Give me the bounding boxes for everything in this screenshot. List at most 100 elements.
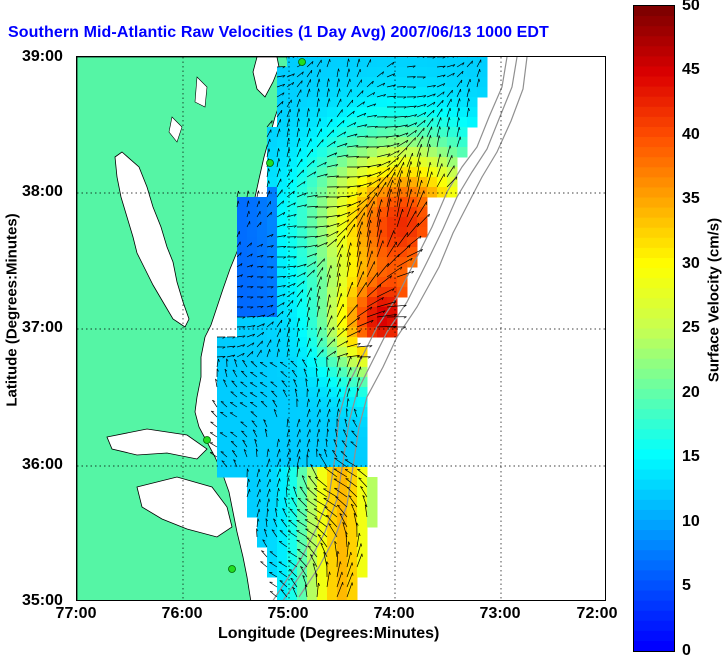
velocity-cell — [417, 197, 428, 208]
velocity-cell — [327, 597, 338, 601]
velocity-cell — [217, 427, 228, 438]
velocity-cell — [427, 157, 438, 168]
colorbar-band — [634, 127, 674, 138]
velocity-cell — [317, 127, 328, 138]
velocity-cell — [417, 217, 428, 228]
colorbar-band — [634, 349, 674, 360]
velocity-cell — [477, 57, 488, 68]
colorbar-band — [634, 339, 674, 350]
x-tick-label: 74:00 — [374, 605, 415, 623]
colorbar-band — [634, 46, 674, 57]
velocity-cell — [277, 237, 288, 248]
colorbar-band — [634, 641, 674, 651]
velocity-cell — [387, 237, 398, 248]
velocity-cell — [297, 307, 308, 318]
velocity-cell — [267, 407, 278, 418]
velocity-cell — [437, 127, 448, 138]
velocity-cell — [277, 597, 288, 601]
velocity-cell — [347, 307, 358, 318]
velocity-cell — [377, 297, 388, 308]
velocity-cell — [367, 57, 378, 68]
velocity-cell — [327, 117, 338, 128]
velocity-cell — [307, 217, 318, 228]
velocity-cell — [287, 87, 298, 98]
velocity-cell — [267, 207, 278, 218]
colorbar-band — [634, 329, 674, 340]
velocity-cell — [257, 407, 268, 418]
velocity-cell — [257, 227, 268, 238]
velocity-cell — [347, 337, 358, 348]
velocity-cell — [327, 197, 338, 208]
velocity-cell — [227, 367, 238, 378]
velocity-cell — [437, 107, 448, 118]
velocity-cell — [307, 97, 318, 108]
velocity-cell — [357, 517, 368, 528]
velocity-cell — [287, 537, 298, 548]
x-tick-label: 75:00 — [268, 605, 309, 623]
velocity-cell — [437, 177, 448, 188]
velocity-cell — [257, 287, 268, 298]
colorbar-band — [634, 621, 674, 632]
colorbar-band — [634, 379, 674, 390]
colorbar-band — [634, 107, 674, 118]
colorbar-label: Surface Velocity (cm/s) — [706, 218, 723, 382]
velocity-cell — [237, 237, 248, 248]
velocity-cell — [287, 487, 298, 498]
velocity-cell — [317, 107, 328, 118]
velocity-cell — [377, 267, 388, 278]
velocity-cell — [457, 87, 468, 98]
velocity-cell — [327, 147, 338, 158]
velocity-cell — [407, 77, 418, 88]
colorbar-band — [634, 460, 674, 471]
velocity-cell — [277, 247, 288, 258]
colorbar-tick-label: 35 — [682, 190, 700, 208]
velocity-cell — [417, 127, 428, 138]
velocity-cell — [357, 147, 368, 158]
velocity-cell — [307, 597, 318, 601]
velocity-cell — [277, 427, 288, 438]
velocity-cell — [297, 387, 308, 398]
velocity-cell — [287, 247, 298, 258]
velocity-cell — [247, 307, 258, 318]
velocity-cell — [237, 317, 248, 328]
velocity-cell — [317, 387, 328, 398]
velocity-cell — [317, 147, 328, 158]
velocity-cell — [257, 217, 268, 228]
velocity-cell — [257, 417, 268, 428]
colorbar-band — [634, 208, 674, 219]
colorbar-band — [634, 16, 674, 27]
velocity-cell — [397, 107, 408, 118]
velocity-cell — [227, 357, 238, 368]
colorbar-tick-label: 40 — [682, 126, 700, 144]
velocity-cell — [277, 177, 288, 188]
velocity-cell — [277, 107, 288, 118]
velocity-cell — [477, 77, 488, 88]
velocity-cell — [347, 87, 358, 98]
velocity-cell — [257, 277, 268, 288]
velocity-cell — [277, 317, 288, 328]
velocity-cell — [237, 247, 248, 258]
velocity-arrow-head — [424, 128, 425, 131]
colorbar-band — [634, 520, 674, 531]
velocity-cell — [437, 57, 448, 68]
colorbar-band — [634, 218, 674, 229]
velocity-cell — [307, 207, 318, 218]
velocity-cell — [287, 597, 298, 601]
velocity-cell — [317, 597, 328, 601]
velocity-cell — [277, 507, 288, 518]
velocity-cell — [307, 197, 318, 208]
velocity-cell — [357, 187, 368, 198]
velocity-cell — [287, 207, 298, 218]
velocity-cell — [327, 247, 338, 258]
colorbar-tick-label: 0 — [682, 642, 691, 660]
velocity-cell — [257, 207, 268, 218]
radar-site-marker — [299, 59, 306, 66]
velocity-cell — [217, 387, 228, 398]
velocity-cell — [357, 417, 368, 428]
velocity-cell — [387, 227, 398, 238]
colorbar-tick-label: 45 — [682, 61, 700, 79]
velocity-cell — [247, 327, 258, 338]
velocity-cell — [267, 147, 278, 158]
velocity-cell — [397, 127, 408, 138]
velocity-cell — [267, 537, 278, 548]
